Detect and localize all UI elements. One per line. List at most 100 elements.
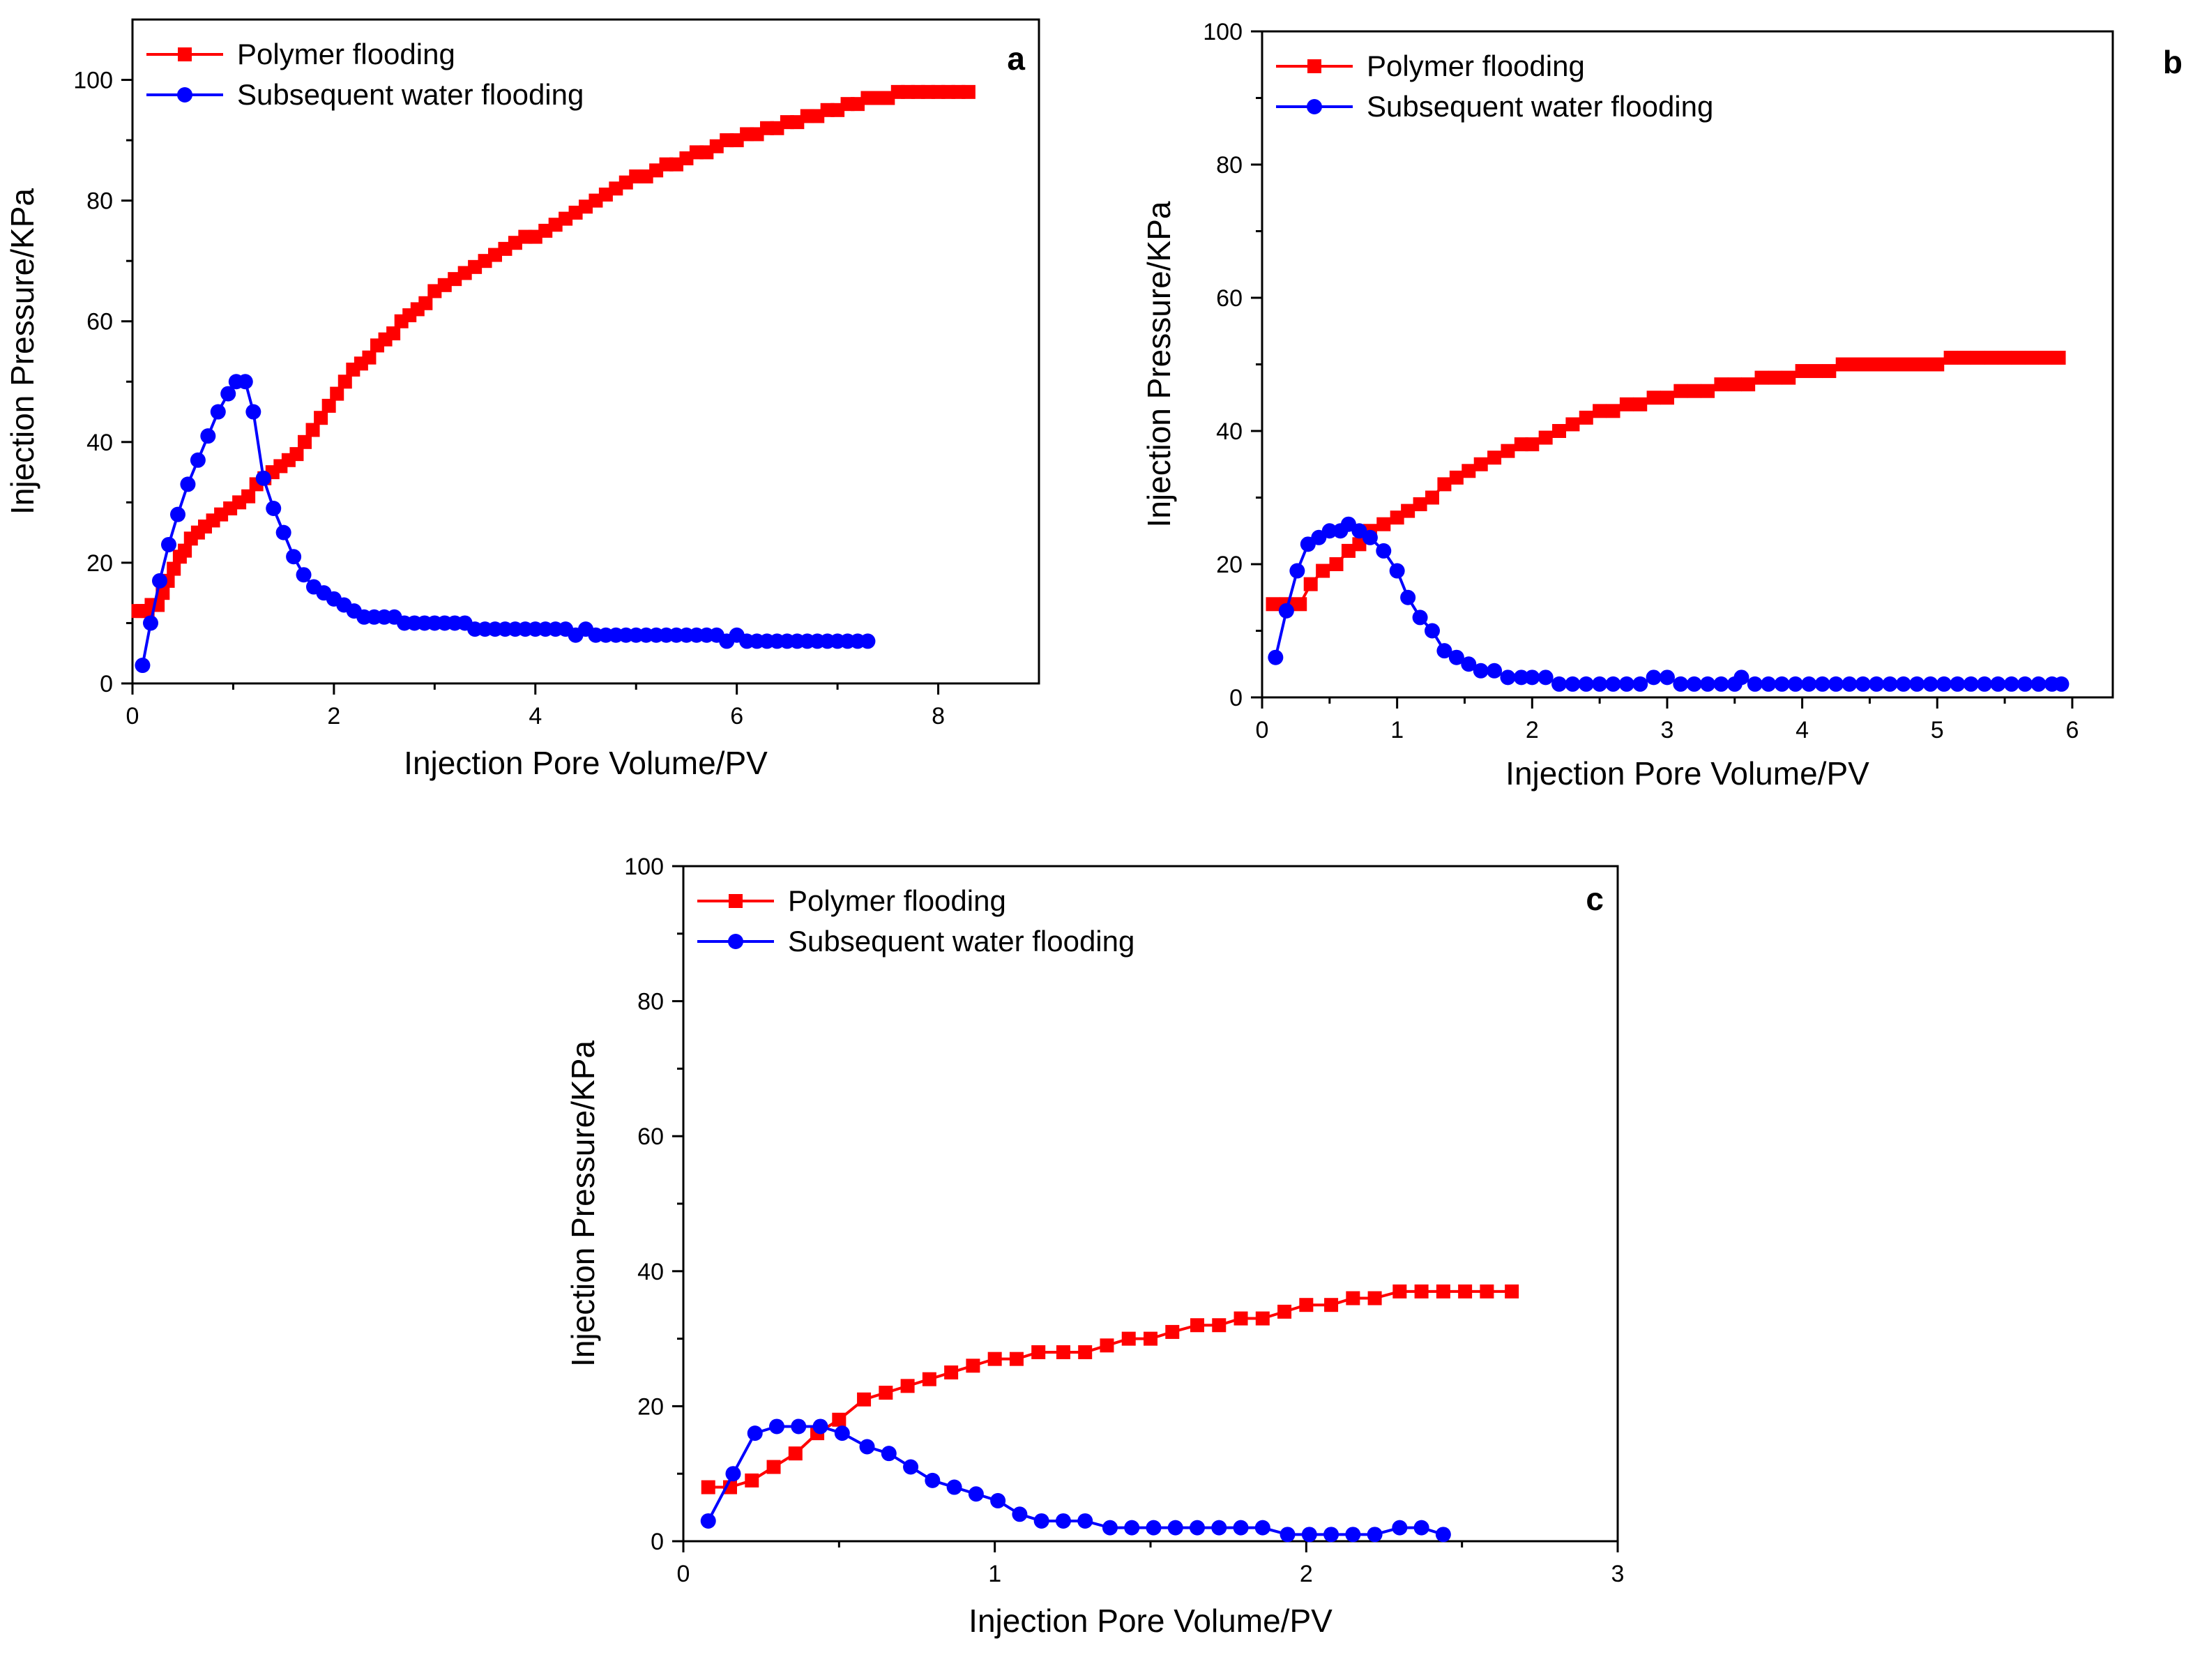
data-point-polymer xyxy=(1687,384,1701,398)
data-point-water xyxy=(1436,643,1452,659)
data-point-water xyxy=(1211,1520,1227,1536)
data-point-water xyxy=(1592,676,1608,692)
data-point-water xyxy=(200,428,216,444)
data-point-water xyxy=(1077,1513,1093,1529)
data-point-water xyxy=(1392,1520,1408,1536)
data-point-water xyxy=(1233,1520,1249,1536)
series-line-water xyxy=(706,1425,1444,1536)
data-point-polymer xyxy=(321,398,336,413)
data-point-polymer xyxy=(298,434,312,449)
data-point-polymer xyxy=(178,543,192,558)
data-point-water xyxy=(1376,543,1392,559)
y-tick-label: 60 xyxy=(637,1123,664,1150)
data-point-polymer xyxy=(1100,1338,1114,1353)
x-tick-label: 6 xyxy=(2065,717,2079,743)
data-point-polymer xyxy=(1505,1284,1519,1299)
data-point-water xyxy=(903,1459,919,1475)
data-point-water xyxy=(1500,669,1516,686)
legend-label: Polymer flooding xyxy=(237,38,455,70)
data-point-polymer xyxy=(1458,1284,1473,1299)
x-tick-label: 5 xyxy=(1931,717,1944,743)
y-axis-label: Injection Pressure/KPa xyxy=(565,1040,601,1367)
data-point-water xyxy=(1855,676,1871,692)
data-point-polymer xyxy=(1190,1318,1204,1333)
data-point-polymer xyxy=(1212,1318,1227,1333)
data-point-polymer xyxy=(1646,391,1661,405)
y-axis-label: Injection Pressure/KPa xyxy=(4,188,40,515)
data-point-polymer xyxy=(966,1359,980,1373)
data-point-water xyxy=(791,1418,807,1435)
data-point-polymer xyxy=(1876,357,1890,372)
data-point-polymer xyxy=(1480,1284,1494,1299)
data-point-water xyxy=(1936,676,1952,692)
data-point-water xyxy=(143,615,158,631)
data-point-polymer xyxy=(944,1365,959,1379)
data-point-polymer xyxy=(1930,357,1945,372)
data-point-water xyxy=(286,549,302,565)
series-line-polymer xyxy=(708,1289,1512,1489)
x-axis-label: Injection Pore Volume/PV xyxy=(404,745,768,781)
data-point-polymer xyxy=(1971,350,1985,365)
data-point-polymer xyxy=(1078,1345,1093,1359)
data-point-polymer xyxy=(1487,451,1502,465)
data-point-polymer xyxy=(1957,350,1971,365)
x-tick-label: 4 xyxy=(529,703,542,729)
y-tick-label: 80 xyxy=(1216,152,1243,179)
data-point-water xyxy=(881,1446,897,1462)
data-point-polymer xyxy=(1660,391,1674,405)
data-point-water xyxy=(1400,589,1416,605)
data-point-water xyxy=(1280,1527,1296,1543)
data-point-polymer xyxy=(289,447,304,462)
x-tick-label: 0 xyxy=(1256,717,1269,743)
data-point-polymer xyxy=(1449,470,1464,485)
chart-c-svg: 0 1 2 3 0 20 40 60 80 100 Injection Pore Volume/PV… xyxy=(565,854,1625,1639)
data-point-water xyxy=(1289,563,1305,579)
data-point-polymer xyxy=(922,1372,936,1386)
data-point-water xyxy=(161,536,176,552)
x-tick-label: 3 xyxy=(1660,717,1673,743)
data-point-water xyxy=(2054,676,2070,692)
data-point-polymer xyxy=(1782,370,1796,385)
data-point-polymer xyxy=(1277,1304,1292,1319)
data-point-polymer xyxy=(1795,364,1809,379)
data-point-polymer xyxy=(1009,1352,1024,1366)
x-tick-label: 3 xyxy=(1611,1561,1625,1587)
data-point-polymer xyxy=(1633,397,1648,411)
data-point-polymer xyxy=(1299,1298,1314,1312)
data-point-polymer xyxy=(1741,377,1756,392)
data-point-polymer xyxy=(2038,350,2053,365)
data-point-water xyxy=(1513,669,1529,686)
data-point-water xyxy=(275,524,291,540)
data-point-water xyxy=(1646,669,1662,686)
data-point-water xyxy=(2003,676,2019,692)
data-point-water xyxy=(1618,676,1634,692)
data-point-polymer xyxy=(1144,1331,1157,1346)
data-point-polymer xyxy=(305,423,320,437)
data-point-water xyxy=(1787,676,1803,692)
data-point-polymer xyxy=(1903,357,1918,372)
data-point-polymer xyxy=(386,326,401,341)
chart-panel-c: 0 1 2 3 0 20 40 60 80 100 Injection Pore Volume/PV… xyxy=(558,837,1646,1674)
legend-marker-square xyxy=(178,47,192,61)
data-point-water xyxy=(1435,1527,1451,1543)
data-point-water xyxy=(135,658,151,674)
data-point-water xyxy=(769,1418,784,1435)
data-point-polymer xyxy=(2051,350,2066,365)
data-point-polymer xyxy=(1822,364,1837,379)
data-point-polymer xyxy=(1316,563,1330,578)
y-tick-label: 20 xyxy=(86,550,113,577)
data-point-polymer xyxy=(1916,357,1931,372)
data-point-water xyxy=(1167,1520,1183,1536)
y-tick-label: 80 xyxy=(86,188,113,215)
data-point-water xyxy=(1538,669,1554,686)
data-point-water xyxy=(180,476,196,492)
data-point-polymer xyxy=(1619,397,1634,411)
data-point-water xyxy=(1055,1513,1071,1529)
data-point-water xyxy=(812,1418,828,1435)
data-point-water xyxy=(1146,1520,1162,1536)
data-point-polymer xyxy=(766,1460,781,1474)
data-point-water xyxy=(1700,676,1716,692)
data-point-water xyxy=(1413,1520,1429,1536)
x-tick-label: 6 xyxy=(730,703,743,729)
